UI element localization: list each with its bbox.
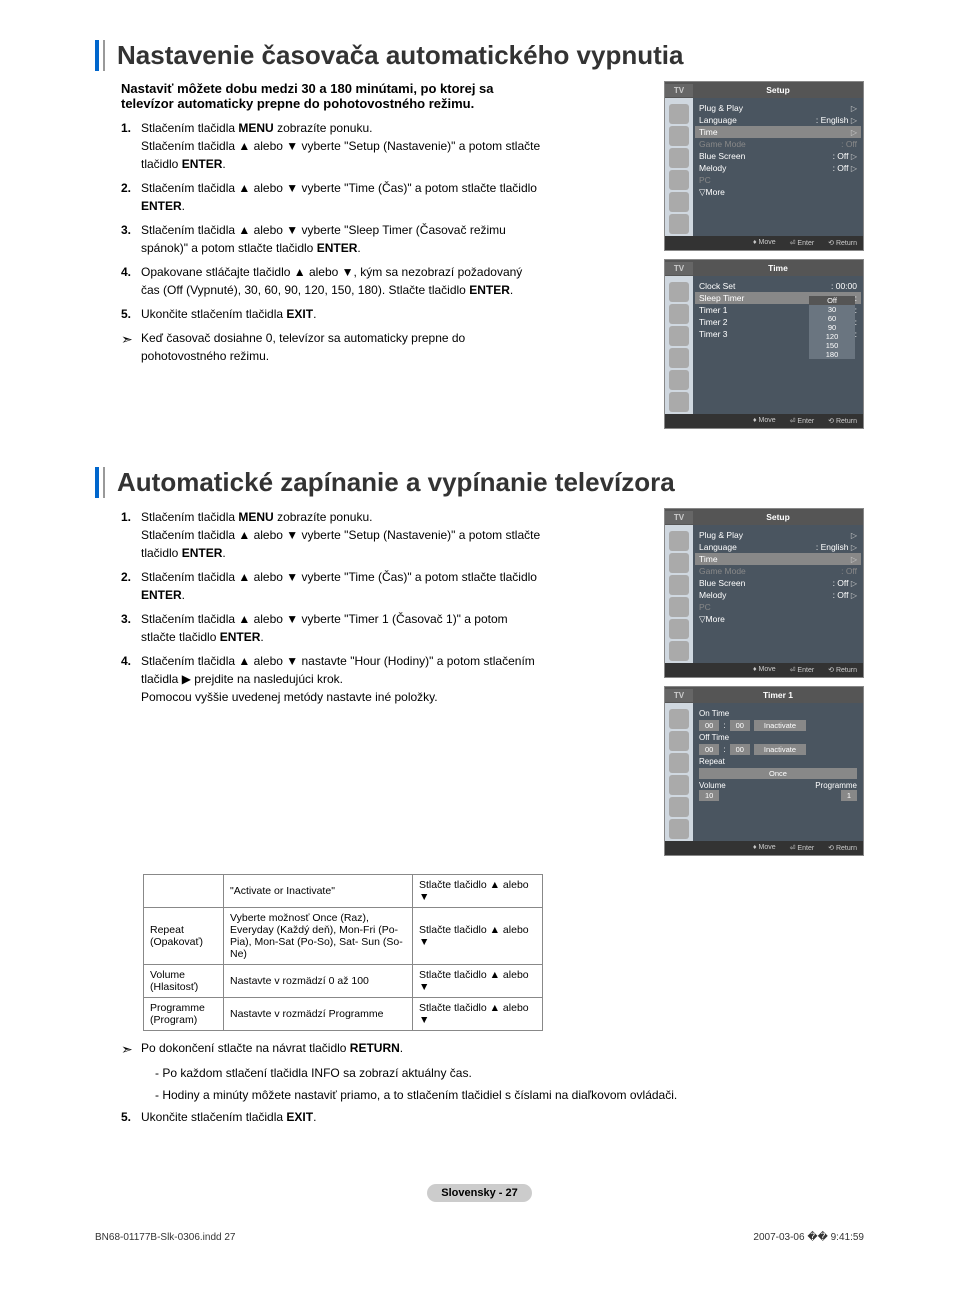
section1-intro: Nastaviť môžete dobu medzi 30 a 180 minú… bbox=[121, 81, 541, 111]
menu-category-icon bbox=[669, 126, 689, 146]
print-footer: BN68-01177B-Slk-0306.indd 27 2007-03-06 … bbox=[95, 1232, 864, 1243]
step-item: 1.Stlačením tlačidla MENU zobrazíte ponu… bbox=[121, 508, 541, 562]
step-item: 3.Stlačením tlačidla ▲ alebo ▼ vyberte "… bbox=[121, 221, 541, 257]
menu-category-icon bbox=[669, 348, 689, 368]
menu-category-icon bbox=[669, 326, 689, 346]
menu-category-icon bbox=[669, 282, 689, 302]
note-icon: ➣ bbox=[121, 329, 141, 365]
section2-step5: 5.Ukončite stlačením tlačidla EXIT. bbox=[121, 1110, 864, 1124]
step-item: 5.Ukončite stlačením tlačidla EXIT. bbox=[121, 305, 541, 323]
step-item: 2.Stlačením tlačidla ▲ alebo ▼ vyberte "… bbox=[121, 179, 541, 215]
table-row: "Activate or Inactivate"Stlačte tlačidlo… bbox=[144, 875, 543, 908]
section1-title: Nastavenie časovača automatického vypnut… bbox=[95, 40, 864, 71]
step-item: 4.Opakovane stláčajte tlačidlo ▲ alebo ▼… bbox=[121, 263, 541, 299]
menu-category-icon bbox=[669, 597, 689, 617]
menu-category-icon bbox=[669, 304, 689, 324]
step-item: 1.Stlačením tlačidla MENU zobrazíte ponu… bbox=[121, 119, 541, 173]
menu-category-icon bbox=[669, 709, 689, 729]
tv-menu-timer1: TVTimer 1On Time00:00InactivateOff Time0… bbox=[664, 686, 864, 856]
tv-menu-time: TVTimeClock Set: 00:00Sleep Timer:Timer … bbox=[664, 259, 864, 429]
page-number-badge: Slovensky - 27 bbox=[427, 1184, 531, 1202]
section2-heading: Automatické zapínanie a vypínanie televí… bbox=[117, 467, 675, 498]
table-row: Programme (Program)Nastavte v rozmädzí P… bbox=[144, 998, 543, 1031]
subnotes: - Po každom stlačení tlačidla INFO sa zo… bbox=[155, 1064, 775, 1104]
table-row: Volume (Hlasitosť)Nastavte v rozmädzí 0 … bbox=[144, 965, 543, 998]
section1-steps: 1.Stlačením tlačidla MENU zobrazíte ponu… bbox=[121, 119, 541, 323]
menu-category-icon bbox=[669, 819, 689, 839]
menu-category-icon bbox=[669, 392, 689, 412]
menu-category-icon bbox=[669, 531, 689, 551]
print-timestamp: 2007-03-06 �� 9:41:59 bbox=[753, 1232, 864, 1243]
step-item: 3.Stlačením tlačidla ▲ alebo ▼ vyberte "… bbox=[121, 610, 541, 646]
menu-category-icon bbox=[669, 214, 689, 234]
page-footer: Slovensky - 27 bbox=[95, 1184, 864, 1202]
step-item: 2.Stlačením tlačidla ▲ alebo ▼ vyberte "… bbox=[121, 568, 541, 604]
section2-title: Automatické zapínanie a vypínanie televí… bbox=[95, 467, 864, 498]
menu-category-icon bbox=[669, 775, 689, 795]
tv-menu-setup2: TVSetupPlug & Play ▷Language: English ▷T… bbox=[664, 508, 864, 678]
menu-category-icon bbox=[669, 753, 689, 773]
print-filename: BN68-01177B-Slk-0306.indd 27 bbox=[95, 1232, 235, 1243]
menu-category-icon bbox=[669, 170, 689, 190]
step-item: 4.Stlačením tlačidla ▲ alebo ▼ nastavte … bbox=[121, 652, 541, 706]
menu-category-icon bbox=[669, 104, 689, 124]
section2-steps: 1.Stlačením tlačidla MENU zobrazíte ponu… bbox=[121, 508, 541, 706]
menu-category-icon bbox=[669, 797, 689, 817]
menu-category-icon bbox=[669, 192, 689, 212]
section1-heading: Nastavenie časovača automatického vypnut… bbox=[117, 40, 683, 71]
menu-category-icon bbox=[669, 370, 689, 390]
menu-category-icon bbox=[669, 619, 689, 639]
menu-category-icon bbox=[669, 553, 689, 573]
return-note: ➣ Po dokončení stlačte na návrat tlačidl… bbox=[121, 1039, 864, 1060]
tv-menu-setup: TVSetupPlug & Play ▷Language: English ▷T… bbox=[664, 81, 864, 251]
note-icon: ➣ bbox=[121, 1039, 141, 1060]
table-row: Repeat (Opakovať)Vyberte možnosť Once (R… bbox=[144, 908, 543, 965]
options-table: "Activate or Inactivate"Stlačte tlačidlo… bbox=[143, 874, 543, 1031]
menu-category-icon bbox=[669, 575, 689, 595]
menu-category-icon bbox=[669, 641, 689, 661]
menu-category-icon bbox=[669, 731, 689, 751]
section1-note: ➣ Keď časovač dosiahne 0, televízor sa a… bbox=[121, 329, 541, 365]
menu-category-icon bbox=[669, 148, 689, 168]
